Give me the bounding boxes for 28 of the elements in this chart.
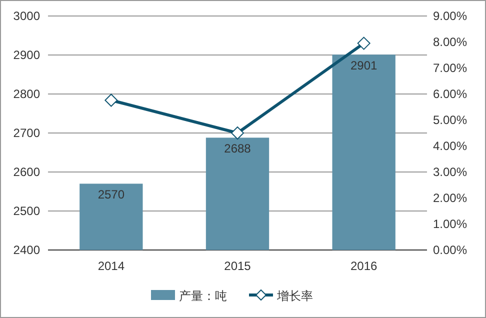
y2-tick-label: 5.00% (433, 113, 468, 127)
data-label: 2901 (350, 58, 378, 73)
y-tick-label: 2800 (13, 87, 40, 101)
y-tick-label: 3000 (13, 9, 40, 23)
y2-tick-label: 3.00% (433, 165, 468, 179)
y2-tick-label: 7.00% (433, 61, 468, 75)
y2-tick-label: 6.00% (433, 87, 468, 101)
x-tick-label: 2015 (224, 259, 252, 273)
point (104, 94, 118, 107)
data-label: 2570 (98, 188, 125, 202)
x-tick-label: 2014 (98, 259, 125, 273)
y2-tick-label: 4.00% (433, 139, 468, 153)
y-tick-label: 2400 (13, 243, 40, 257)
data-label: 2688 (224, 142, 252, 156)
y-tick-label: 2900 (13, 48, 40, 62)
y2-tick-label: 8.00% (433, 35, 468, 49)
y2-tick-label: 0.00% (433, 243, 468, 257)
x-tick-label: 2016 (350, 259, 378, 273)
y-tick-label: 2600 (13, 165, 40, 179)
point (231, 126, 244, 140)
y-tick-label: 2500 (13, 204, 40, 218)
y2-tick-label: 1.00% (433, 217, 468, 231)
legend-label: 产量：吨 (179, 289, 227, 303)
point (357, 36, 370, 50)
legend-label: 增长率 (276, 289, 313, 303)
y-tick-label: 2700 (13, 126, 40, 140)
y2-tick-label: 2.00% (433, 191, 468, 205)
y2-tick-label: 9.00% (433, 9, 468, 23)
